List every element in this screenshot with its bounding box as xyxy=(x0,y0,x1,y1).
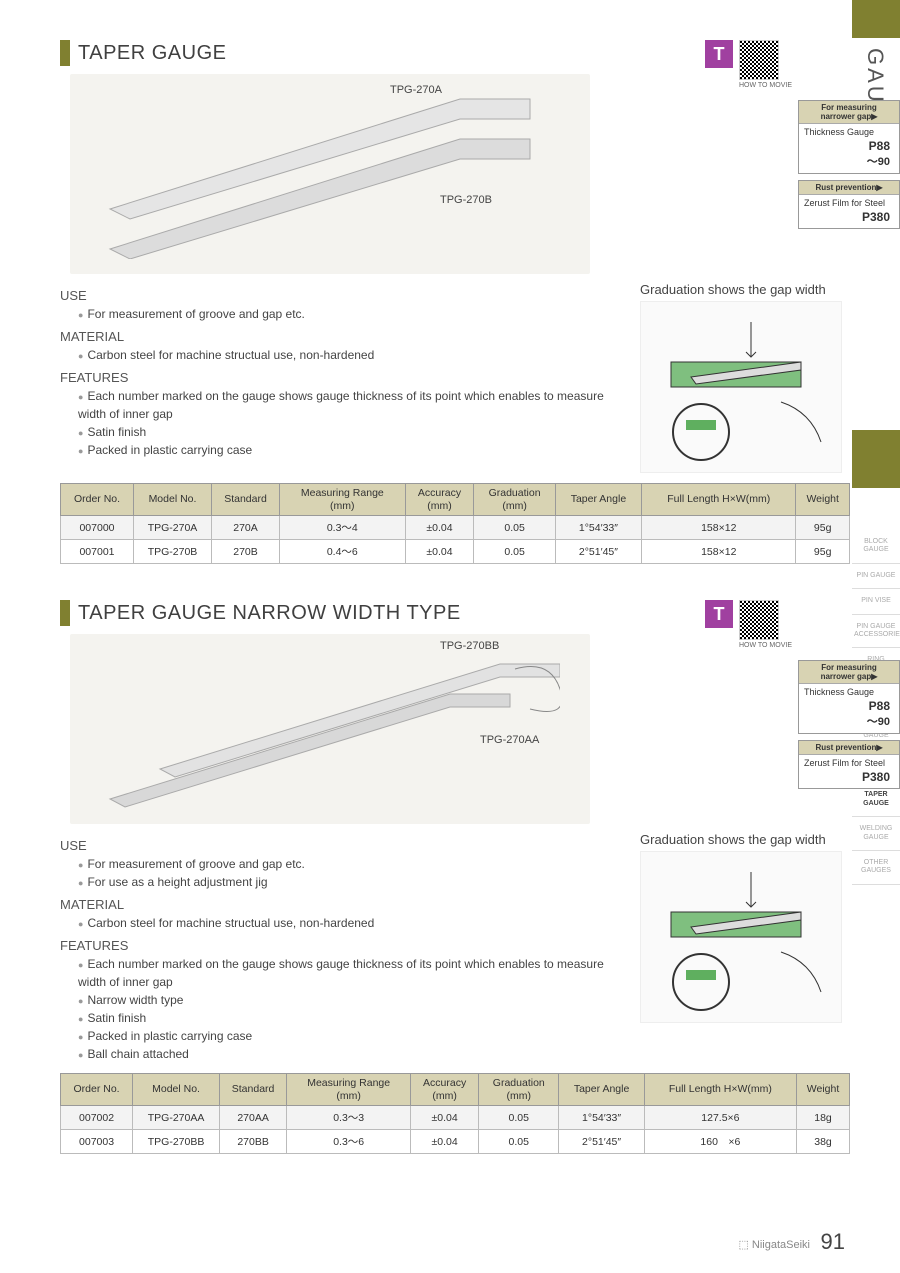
usage-diagram xyxy=(640,301,842,473)
col-header: Accuracy(mm) xyxy=(405,484,474,516)
col-header: Accuracy(mm) xyxy=(411,1074,479,1106)
brand-footer: ⬚ NiigataSeiki xyxy=(738,1238,810,1251)
col-header: Order No. xyxy=(61,1074,133,1106)
ref-rust: Rust prevention▶ Zerust Film for Steel P… xyxy=(798,740,900,789)
ref-rust: Rust prevention▶ Zerust Film for Steel P… xyxy=(798,180,900,229)
col-header: Full Length H×W(mm) xyxy=(642,484,796,516)
ref-narrower: For measuring narrower gap▶ Thickness Ga… xyxy=(798,100,900,174)
list-item: Satin finish xyxy=(78,423,620,441)
col-header: Order No. xyxy=(61,484,134,516)
list-item: Carbon steel for machine structual use, … xyxy=(78,914,620,932)
col-header: Weight xyxy=(796,484,850,516)
title-mark xyxy=(60,600,70,626)
col-header: Weight xyxy=(797,1074,850,1106)
product-image-1: TPG-270A TPG-270B xyxy=(70,74,590,274)
list-item: Packed in plastic carrying case xyxy=(78,1027,620,1045)
col-header: Measuring Range(mm) xyxy=(280,484,406,516)
table-row: 007000TPG-270A270A0.3～4±0.040.051°54′33″… xyxy=(61,516,850,540)
col-header: Standard xyxy=(212,484,280,516)
col-header: Taper Angle xyxy=(555,484,641,516)
sidenav-item[interactable]: PIN VISE xyxy=(852,589,900,614)
diagram-col-1: Graduation shows the gap width xyxy=(640,282,850,473)
spec-table-2: Order No.Model No.StandardMeasuring Rang… xyxy=(60,1073,850,1154)
list-item: For measurement of groove and gap etc. xyxy=(78,855,620,873)
ref-narrower: For measuring narrower gap▶ Thickness Ga… xyxy=(798,660,900,734)
sidenav-item[interactable]: OTHER GAUGES xyxy=(852,851,900,885)
col-header: Measuring Range(mm) xyxy=(287,1074,411,1106)
table-row: 007001TPG-270B270B0.4～6±0.040.052°51′45″… xyxy=(61,540,850,564)
catalog-page: GAUGE BLOCK GAUGEPIN GAUGEPIN VISEPIN GA… xyxy=(0,0,900,1273)
col-header: Standard xyxy=(220,1074,287,1106)
ref-boxes-2: For measuring narrower gap▶ Thickness Ga… xyxy=(798,660,900,795)
table-row: 007002TPG-270AA270AA0.3～3±0.040.051°54′3… xyxy=(61,1106,850,1130)
section-2: T HOW TO MOVIE TAPER GAUGE NARROW WIDTH … xyxy=(60,600,850,1154)
section-title: TAPER GAUGE NARROW WIDTH TYPE xyxy=(78,602,461,625)
specs-text-1: USEFor measurement of groove and gap etc… xyxy=(60,282,620,459)
sidenav-item[interactable]: WELDING GAUGE xyxy=(852,817,900,851)
ref-boxes-1: For measuring narrower gap▶ Thickness Ga… xyxy=(798,100,900,235)
qr-block: HOW TO MOVIE xyxy=(739,600,792,649)
col-header: Taper Angle xyxy=(559,1074,644,1106)
table-row: 007003TPG-270BB270BB0.3～6±0.040.052°51′4… xyxy=(61,1130,850,1154)
list-item: Narrow width type xyxy=(78,991,620,1009)
diagram-col-2: Graduation shows the gap width xyxy=(640,832,850,1023)
section-1: T HOW TO MOVIE TAPER GAUGE For measuring… xyxy=(60,40,850,564)
qr-block: HOW TO MOVIE xyxy=(739,40,792,89)
col-header: Model No. xyxy=(133,1074,220,1106)
list-item: For use as a height adjustment jig xyxy=(78,873,620,891)
col-header: Graduation(mm) xyxy=(474,484,555,516)
spec-table-1: Order No.Model No.StandardMeasuring Rang… xyxy=(60,483,850,564)
sidenav-item[interactable]: PIN GAUGE xyxy=(852,564,900,589)
page-number: 91 xyxy=(821,1229,845,1255)
sidenav-item[interactable]: PIN GAUGE ACCESSORIES xyxy=(852,615,900,649)
sidenav-item[interactable]: BLOCK GAUGE xyxy=(852,530,900,564)
list-item: Carbon steel for machine structual use, … xyxy=(78,346,620,364)
side-color-tab xyxy=(852,0,900,38)
product-image-2: TPG-270BB TPG-270AA xyxy=(70,634,590,824)
list-item: Each number marked on the gauge shows ga… xyxy=(78,955,620,991)
list-item: Ball chain attached xyxy=(78,1045,620,1063)
col-header: Graduation(mm) xyxy=(479,1074,559,1106)
title-mark xyxy=(60,40,70,66)
list-item: Packed in plastic carrying case xyxy=(78,441,620,459)
t-badge: T xyxy=(705,600,733,628)
list-item: Each number marked on the gauge shows ga… xyxy=(78,387,620,423)
section-title: TAPER GAUGE xyxy=(78,42,227,65)
side-green-block xyxy=(852,430,900,488)
usage-diagram xyxy=(640,851,842,1023)
list-item: Satin finish xyxy=(78,1009,620,1027)
col-header: Model No. xyxy=(134,484,212,516)
specs-text-2: USEFor measurement of groove and gap etc… xyxy=(60,832,620,1063)
t-badge: T xyxy=(705,40,733,68)
col-header: Full Length H×W(mm) xyxy=(644,1074,796,1106)
list-item: For measurement of groove and gap etc. xyxy=(78,305,620,323)
